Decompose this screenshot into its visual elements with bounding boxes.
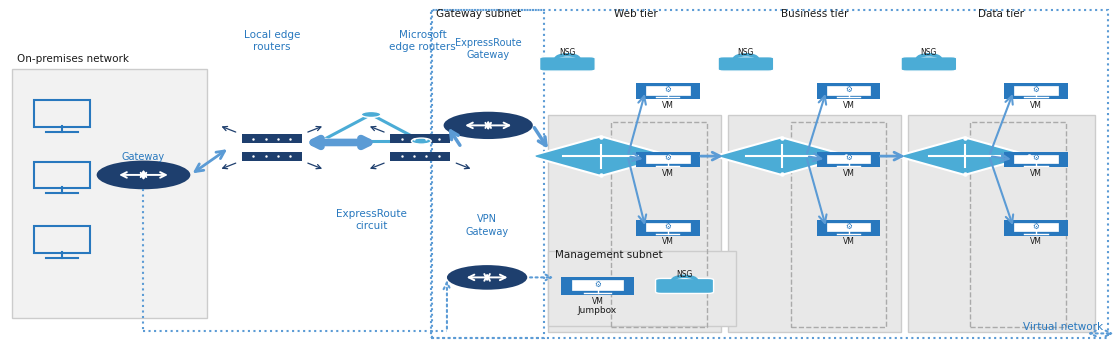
FancyBboxPatch shape <box>572 280 622 290</box>
Text: Data tier: Data tier <box>978 9 1024 19</box>
Bar <box>548 115 722 332</box>
Circle shape <box>447 265 527 290</box>
FancyBboxPatch shape <box>636 220 699 236</box>
Circle shape <box>443 112 533 139</box>
Text: On-premises network: On-premises network <box>18 54 130 64</box>
Text: Local edge
routers: Local edge routers <box>244 30 300 52</box>
Bar <box>431 10 1108 338</box>
Text: Web tier: Web tier <box>613 9 657 19</box>
FancyBboxPatch shape <box>241 152 302 161</box>
FancyBboxPatch shape <box>656 279 714 294</box>
Text: NSG: NSG <box>920 48 937 57</box>
FancyBboxPatch shape <box>827 86 870 95</box>
Text: ⚙: ⚙ <box>665 153 671 162</box>
Text: Business tier: Business tier <box>782 9 849 19</box>
Bar <box>971 122 1066 327</box>
Text: ⚙: ⚙ <box>846 222 852 230</box>
Text: NSG: NSG <box>677 270 693 279</box>
Text: VM: VM <box>1030 101 1042 110</box>
Circle shape <box>311 138 331 144</box>
FancyBboxPatch shape <box>636 152 699 167</box>
Circle shape <box>411 138 431 144</box>
Text: ExpressRoute
Gateway: ExpressRoute Gateway <box>455 38 522 60</box>
FancyBboxPatch shape <box>901 57 957 71</box>
Text: Microsoft
edge routers: Microsoft edge routers <box>389 30 456 52</box>
FancyBboxPatch shape <box>390 134 450 143</box>
Bar <box>728 115 901 332</box>
FancyBboxPatch shape <box>1004 152 1068 167</box>
Bar <box>12 69 207 318</box>
FancyBboxPatch shape <box>718 57 774 71</box>
Bar <box>908 115 1095 332</box>
Text: ⚙: ⚙ <box>594 280 601 288</box>
Text: Management subnet: Management subnet <box>555 250 662 260</box>
Text: NSG: NSG <box>737 48 754 57</box>
Text: ⚙: ⚙ <box>665 85 671 94</box>
Bar <box>432 10 544 338</box>
Text: VM: VM <box>662 101 674 110</box>
FancyBboxPatch shape <box>646 155 689 163</box>
Circle shape <box>97 161 190 189</box>
FancyBboxPatch shape <box>241 134 302 143</box>
Bar <box>611 122 707 327</box>
Text: VM: VM <box>662 237 674 246</box>
Text: ⚙: ⚙ <box>1032 85 1040 94</box>
FancyBboxPatch shape <box>827 155 870 163</box>
FancyBboxPatch shape <box>1004 220 1068 236</box>
Bar <box>548 251 736 326</box>
FancyBboxPatch shape <box>1004 83 1068 99</box>
Text: Jumpbox: Jumpbox <box>577 306 618 315</box>
Text: VM: VM <box>842 169 855 178</box>
FancyBboxPatch shape <box>817 83 880 99</box>
Circle shape <box>361 111 381 117</box>
Text: ⚙: ⚙ <box>846 85 852 94</box>
Polygon shape <box>714 137 849 175</box>
Text: VPN
Gateway: VPN Gateway <box>466 214 508 237</box>
Text: ⚙: ⚙ <box>1032 222 1040 230</box>
FancyBboxPatch shape <box>646 86 689 95</box>
Text: NSG: NSG <box>560 48 575 57</box>
Polygon shape <box>529 136 672 176</box>
Text: Virtual network: Virtual network <box>1023 322 1102 332</box>
Text: ⚙: ⚙ <box>1032 153 1040 162</box>
Text: ExpressRoute
circuit: ExpressRoute circuit <box>335 209 407 232</box>
Text: ⚙: ⚙ <box>665 222 671 230</box>
Text: ⚙: ⚙ <box>846 153 852 162</box>
Text: Gateway: Gateway <box>122 152 165 162</box>
Polygon shape <box>897 137 1032 175</box>
Text: VM: VM <box>592 297 603 306</box>
Text: VM: VM <box>662 169 674 178</box>
FancyBboxPatch shape <box>636 83 699 99</box>
FancyBboxPatch shape <box>817 220 880 236</box>
FancyBboxPatch shape <box>561 277 634 295</box>
FancyBboxPatch shape <box>540 57 595 71</box>
Text: VM: VM <box>1030 237 1042 246</box>
FancyBboxPatch shape <box>817 152 880 167</box>
FancyBboxPatch shape <box>1014 223 1058 232</box>
Bar <box>791 122 887 327</box>
Text: VM: VM <box>1030 169 1042 178</box>
FancyBboxPatch shape <box>390 152 450 161</box>
FancyBboxPatch shape <box>827 223 870 232</box>
Text: Gateway subnet: Gateway subnet <box>436 9 521 19</box>
Text: VM: VM <box>842 101 855 110</box>
FancyBboxPatch shape <box>646 223 689 232</box>
FancyBboxPatch shape <box>1014 155 1058 163</box>
Text: VM: VM <box>842 237 855 246</box>
FancyBboxPatch shape <box>1014 86 1058 95</box>
